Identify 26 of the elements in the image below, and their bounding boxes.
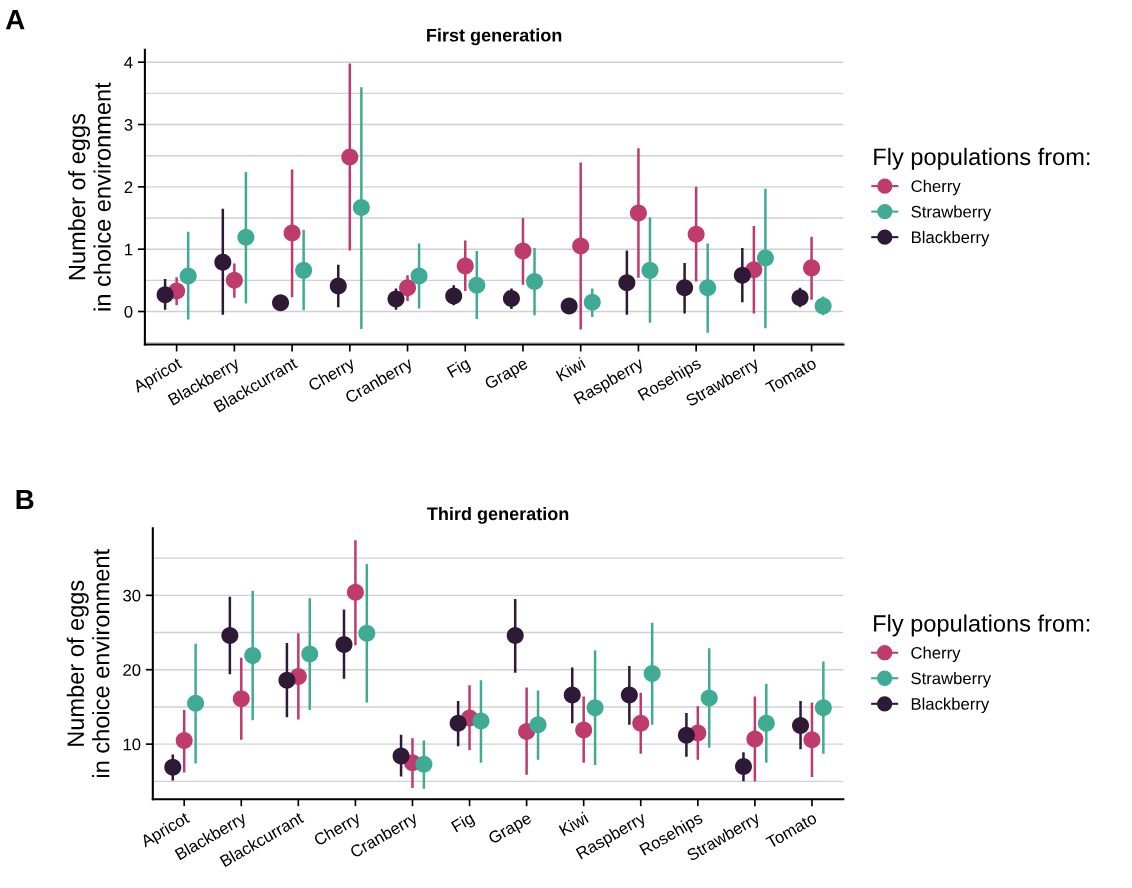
y-tick-label: 0 [124, 305, 133, 318]
y-axis-title: Number of eggs in choice environment [66, 549, 110, 778]
legend-label: Blackberry [911, 697, 990, 714]
legend-title: Fly populations from: [874, 614, 1090, 637]
chart-title: Third generation [427, 506, 569, 524]
y-tick-label: 30 [123, 589, 141, 602]
x-tick-label: Grape [487, 811, 534, 848]
y-tick-label: 2 [124, 181, 133, 193]
legend-title: Fly populations from: [874, 147, 1090, 170]
x-tick-label: Fig [446, 356, 473, 381]
legend-label: Blackberry [912, 230, 990, 247]
text: A [5, 10, 25, 30]
legend-label: Cherry [911, 646, 961, 663]
y-tick-label: 3 [124, 118, 133, 131]
x-tick-label: Fig [450, 811, 477, 836]
legend-label: Strawberry [911, 205, 992, 221]
y-axis-title: Number of eggs in choice environment [68, 82, 111, 311]
y-tick-label: 10 [123, 738, 141, 751]
legend-label: Strawberry [911, 672, 992, 688]
y-tick-label: 4 [124, 56, 133, 69]
y-tick-label: 1 [125, 243, 133, 256]
x-tick-label: Grape [483, 357, 531, 393]
chart-title: First generation [427, 28, 562, 46]
text: B [16, 489, 34, 510]
y-tick-label: 20 [123, 664, 141, 676]
legend-label: Cherry [911, 179, 961, 196]
